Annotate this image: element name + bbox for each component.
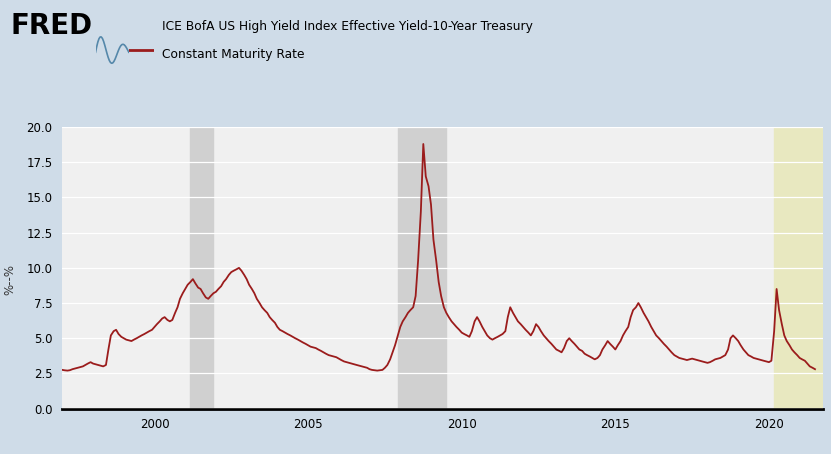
Text: Constant Maturity Rate: Constant Maturity Rate	[162, 48, 304, 61]
Bar	[774, 127, 823, 409]
Bar	[398, 127, 446, 409]
Text: %--%: %--%	[3, 264, 17, 295]
Text: FRED: FRED	[11, 12, 93, 40]
Bar	[190, 127, 214, 409]
Text: ICE BofA US High Yield Index Effective Yield-10-Year Treasury: ICE BofA US High Yield Index Effective Y…	[162, 20, 533, 34]
